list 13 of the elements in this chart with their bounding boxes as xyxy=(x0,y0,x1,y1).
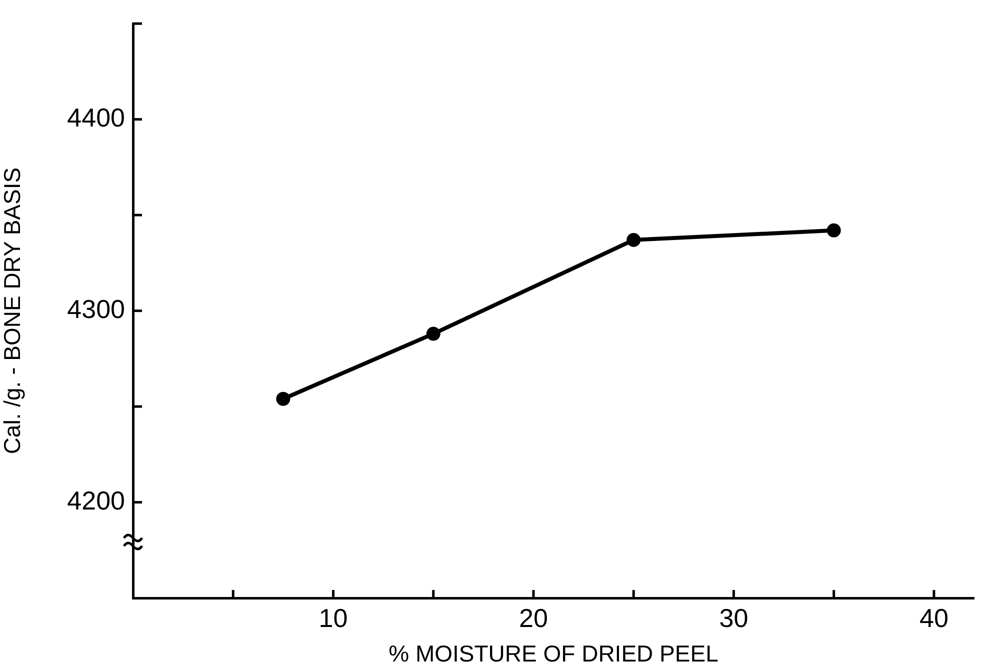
point xyxy=(276,392,290,406)
x-axis-title: % MOISTURE OF DRIED PEEL xyxy=(388,640,719,667)
point xyxy=(426,326,440,341)
point xyxy=(626,232,641,247)
y-tick-label: 4400 xyxy=(67,102,125,133)
y-tick-label: 4300 xyxy=(67,294,125,324)
point xyxy=(826,223,841,238)
y-tick-label: 4200 xyxy=(67,485,125,516)
y-axis-title: Cal. /g. - BONE DRY BASIS xyxy=(0,167,26,454)
x-tick-label: 30 xyxy=(719,602,748,633)
x-tick-label: 10 xyxy=(318,602,348,633)
x-tick-label: 40 xyxy=(919,602,948,633)
x-tick-label: 20 xyxy=(519,602,548,633)
